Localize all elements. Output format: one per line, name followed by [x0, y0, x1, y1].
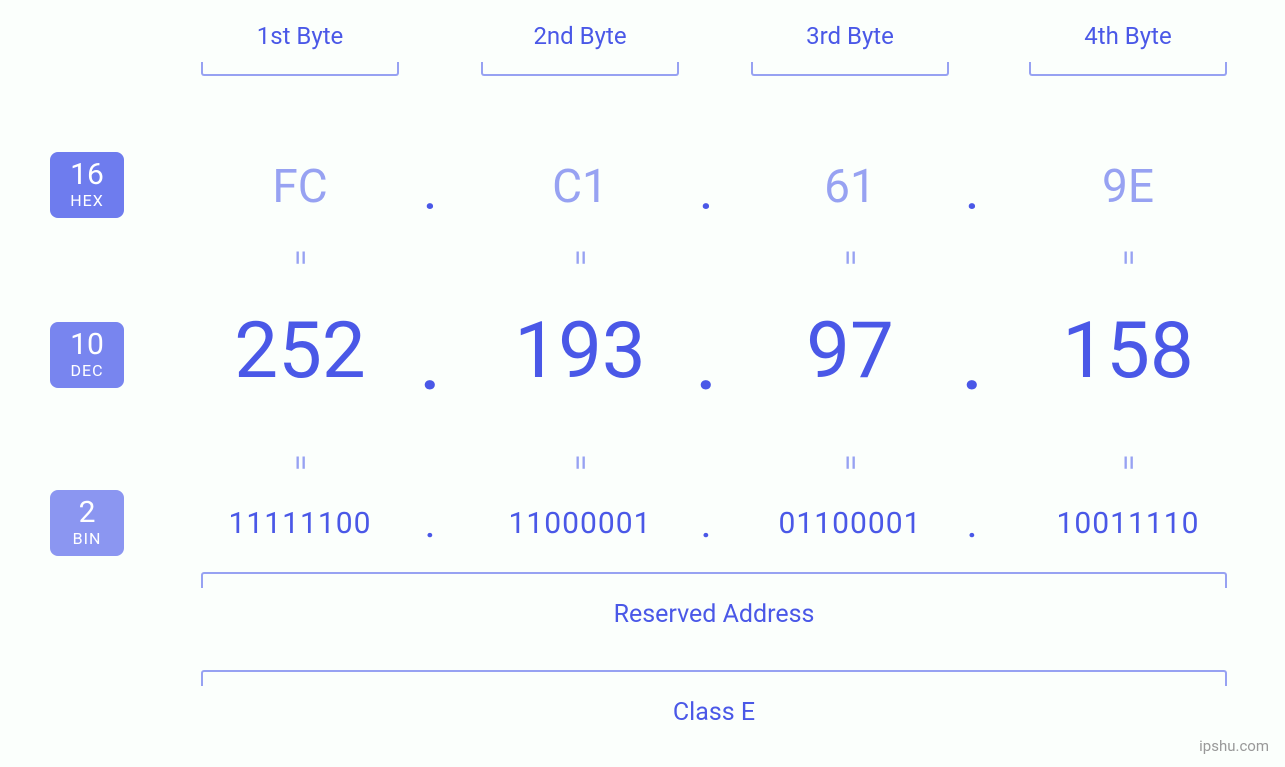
badge-label: BIN: [73, 530, 102, 548]
byte-header-bracket: [481, 62, 679, 76]
byte-header-3: 3rd Byte: [751, 22, 949, 76]
dec-byte-3: 97: [730, 306, 970, 397]
base-badge-hex: 16 HEX: [50, 152, 124, 218]
byte-header-1: 1st Byte: [201, 22, 399, 76]
hex-dot-3: .: [957, 172, 987, 219]
equals-bottom-3: =: [833, 443, 868, 483]
dec-byte-2: 193: [460, 306, 700, 397]
bin-dot-3: .: [960, 510, 984, 545]
badge-num: 2: [79, 498, 96, 528]
byte-header-2: 2nd Byte: [481, 22, 679, 76]
dec-byte-1: 252: [180, 306, 420, 397]
watermark: ipshu.com: [1199, 737, 1269, 755]
byte-header-label: 2nd Byte: [481, 22, 679, 50]
reserved-bracket: [201, 572, 1227, 588]
bin-byte-4: 10011110: [1008, 506, 1248, 541]
reserved-label: Reserved Address: [201, 600, 1227, 629]
base-badge-bin: 2 BIN: [50, 490, 124, 556]
badge-label: HEX: [70, 192, 104, 210]
dec-dot-1: .: [410, 330, 450, 405]
class-bracket: [201, 670, 1227, 686]
hex-dot-1: .: [415, 172, 445, 219]
byte-header-bracket: [201, 62, 399, 76]
bin-byte-3: 01100001: [730, 506, 970, 541]
hex-byte-2: C1: [500, 160, 660, 214]
equals-top-2: =: [563, 238, 598, 278]
hex-byte-4: 9E: [1048, 160, 1208, 214]
equals-bottom-1: =: [283, 443, 318, 483]
equals-top-1: =: [283, 238, 318, 278]
hex-byte-1: FC: [220, 160, 380, 214]
base-badge-dec: 10 DEC: [50, 322, 124, 388]
badge-num: 16: [70, 160, 104, 190]
bin-dot-2: .: [694, 510, 718, 545]
dec-dot-2: .: [686, 330, 726, 405]
badge-num: 10: [70, 330, 104, 360]
equals-bottom-2: =: [563, 443, 598, 483]
dec-byte-4: 158: [1008, 306, 1248, 397]
class-label: Class E: [201, 698, 1227, 727]
byte-header-bracket: [1029, 62, 1227, 76]
equals-bottom-4: =: [1111, 443, 1146, 483]
byte-header-bracket: [751, 62, 949, 76]
byte-header-4: 4th Byte: [1029, 22, 1227, 76]
hex-byte-3: 61: [770, 160, 930, 214]
byte-header-label: 4th Byte: [1029, 22, 1227, 50]
equals-top-3: =: [833, 238, 868, 278]
bin-dot-1: .: [418, 510, 442, 545]
equals-top-4: =: [1111, 238, 1146, 278]
byte-header-label: 1st Byte: [201, 22, 399, 50]
byte-header-label: 3rd Byte: [751, 22, 949, 50]
dec-dot-3: .: [952, 330, 992, 405]
bin-byte-1: 11111100: [180, 506, 420, 541]
bin-byte-2: 11000001: [460, 506, 700, 541]
hex-dot-2: .: [691, 172, 721, 219]
badge-label: DEC: [70, 362, 103, 380]
